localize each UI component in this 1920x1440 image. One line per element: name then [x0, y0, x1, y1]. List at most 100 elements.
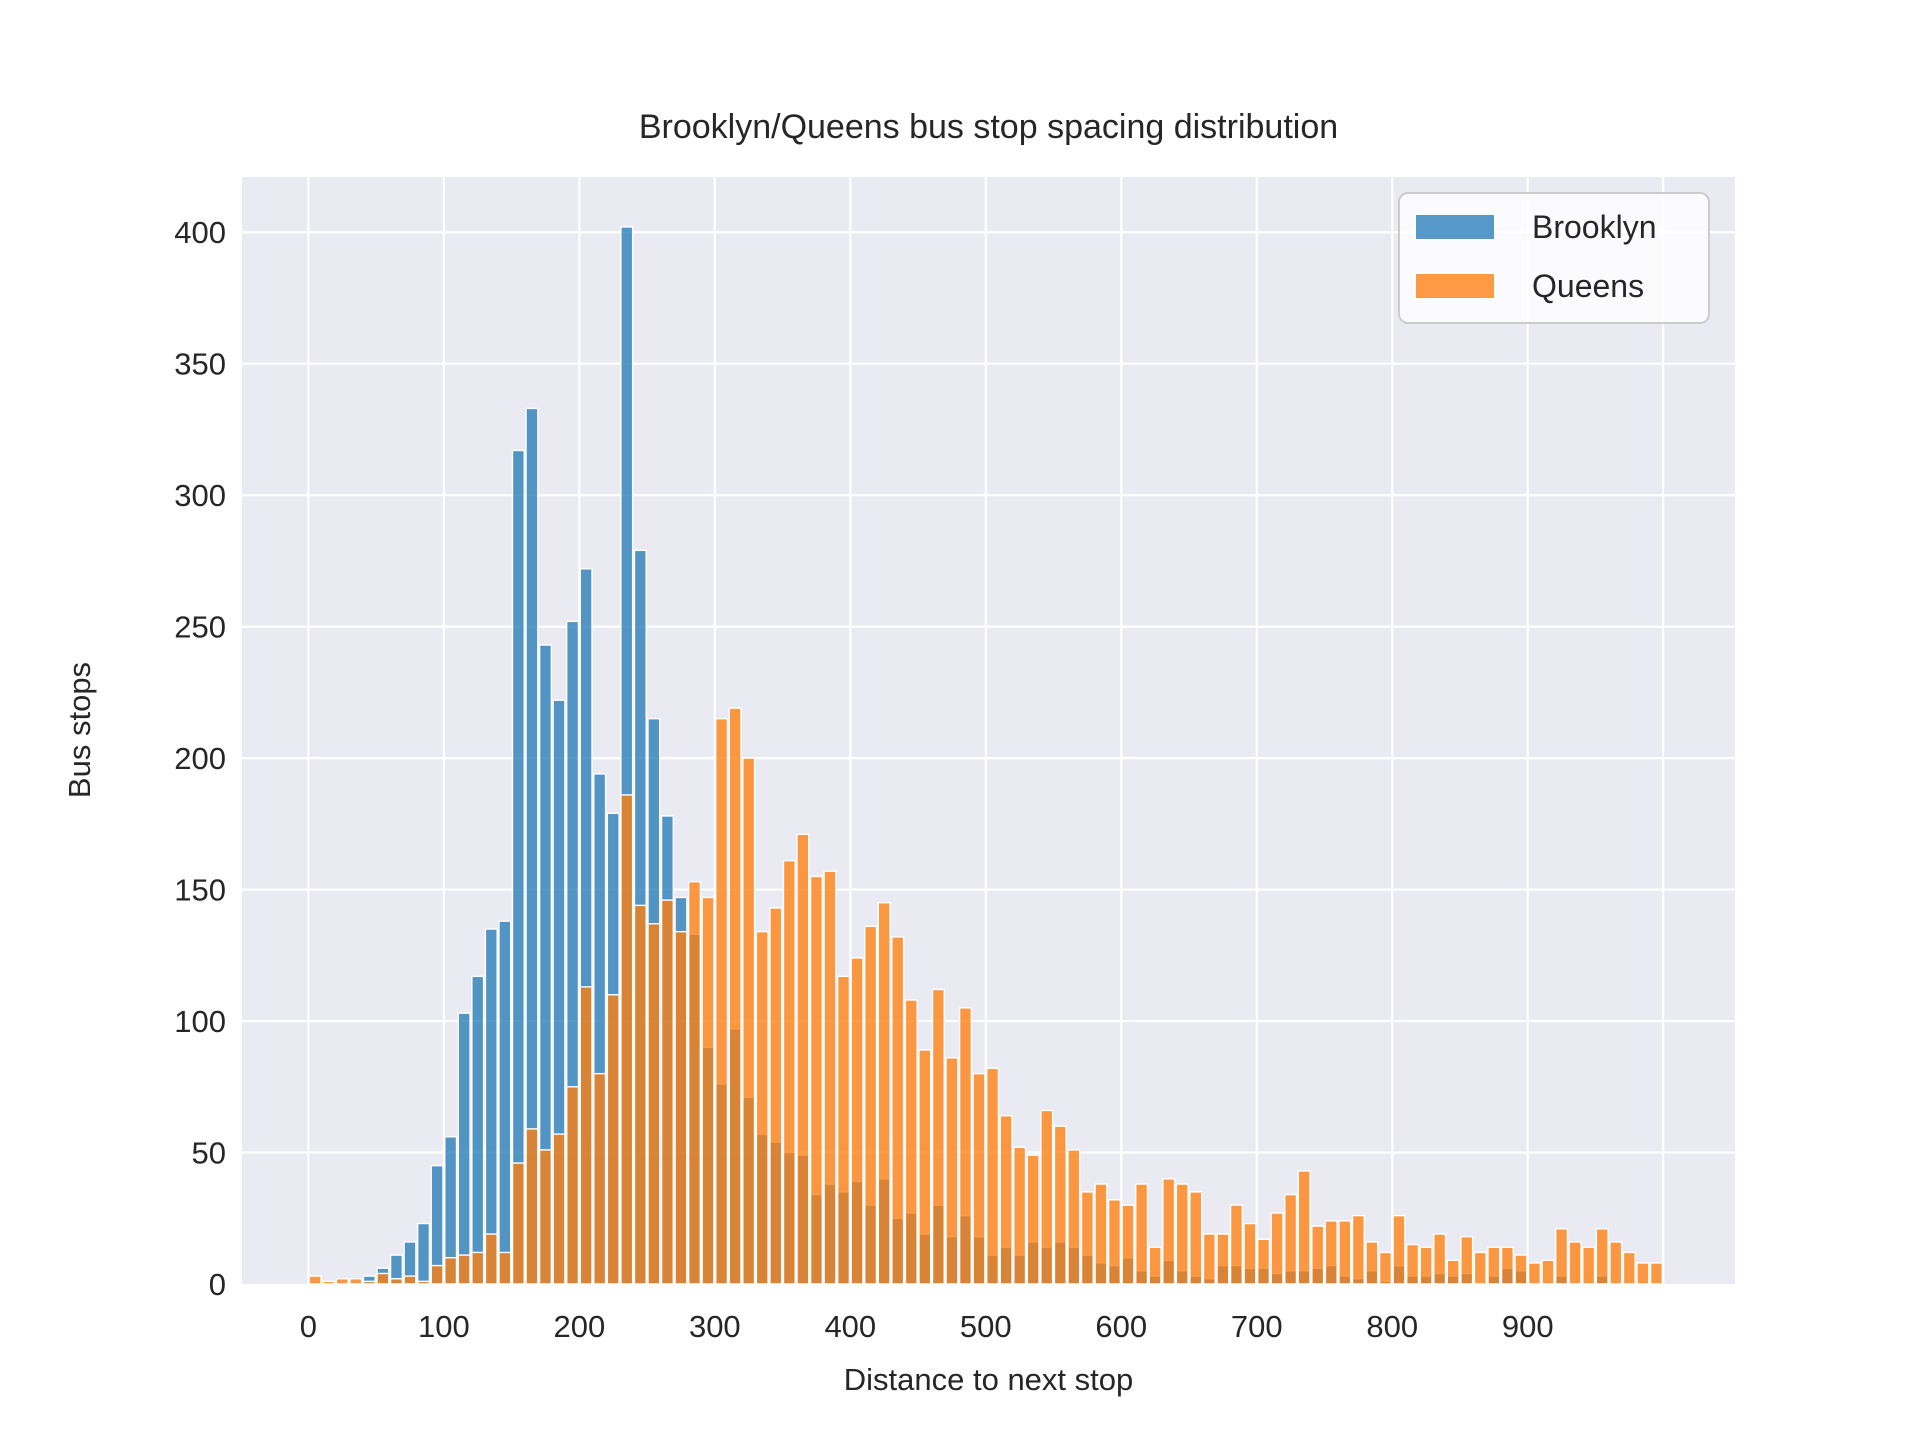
bar-queens [877, 902, 891, 1285]
brooklyn-swatch-icon [1414, 213, 1496, 241]
bar-queens [1311, 1225, 1325, 1285]
bar-queens [1595, 1228, 1609, 1285]
bar-queens [362, 1280, 376, 1285]
bar-queens [1067, 1149, 1081, 1285]
bar-queens [985, 1067, 1000, 1285]
bar-queens [1392, 1214, 1406, 1285]
bar-queens [471, 1251, 485, 1285]
bar-queens [1568, 1241, 1582, 1285]
legend: Brooklyn Queens [1398, 192, 1710, 324]
y-tick-label: 350 [174, 347, 226, 382]
bar-queens [918, 1049, 932, 1285]
bar-queens [620, 794, 634, 1285]
bar-queens [660, 899, 674, 1285]
bar-queens [498, 1251, 512, 1285]
y-tick-label: 200 [174, 741, 226, 776]
bar-queens [674, 930, 688, 1285]
bar-queens [1189, 1191, 1203, 1285]
bar-brooklyn [498, 920, 512, 1285]
bar-queens [1351, 1214, 1365, 1285]
x-tick-label: 700 [1231, 1309, 1283, 1344]
x-tick-label: 900 [1502, 1309, 1554, 1344]
bar-queens [999, 1115, 1013, 1285]
bar-queens [891, 936, 905, 1285]
bar-queens [1324, 1220, 1338, 1285]
bar-queens [1013, 1146, 1027, 1285]
bar-queens [538, 1149, 553, 1285]
x-tick-label: 200 [553, 1309, 605, 1344]
bar-queens [687, 880, 702, 1285]
bar-queens [823, 870, 837, 1285]
bar-queens [728, 707, 742, 1285]
bar-queens [552, 1133, 566, 1285]
bar-brooklyn [471, 975, 485, 1285]
bar-brooklyn [484, 928, 498, 1285]
bar-queens [444, 1257, 458, 1285]
bar-queens [1514, 1254, 1528, 1285]
bar-queens [796, 833, 810, 1285]
bar-queens [1622, 1251, 1636, 1285]
bar-queens [322, 1280, 336, 1285]
bar-queens [308, 1275, 322, 1285]
y-tick-label: 250 [174, 610, 226, 645]
bar-queens [1202, 1233, 1216, 1285]
bar-queens [1107, 1199, 1122, 1285]
bar-queens [958, 1007, 973, 1285]
bar-queens [1040, 1109, 1054, 1285]
bar-queens [1338, 1220, 1352, 1285]
bar-queens [1216, 1233, 1230, 1285]
bar-queens [1473, 1251, 1487, 1285]
bar-queens [1080, 1191, 1094, 1285]
bar-queens [1405, 1243, 1420, 1285]
bar-queens [403, 1275, 417, 1285]
bar-queens [755, 930, 769, 1285]
bar-queens [484, 1233, 498, 1285]
bar-queens [1460, 1235, 1474, 1285]
bar-queens [606, 994, 620, 1285]
y-axis-title-text: Bus stops [62, 661, 97, 799]
bar-queens [1094, 1183, 1108, 1285]
bar-queens [1378, 1251, 1393, 1285]
bar-queens [1527, 1262, 1542, 1285]
x-tick-label: 0 [300, 1309, 317, 1344]
legend-label-queens: Queens [1532, 268, 1645, 304]
chart-title: Brooklyn/Queens bus stop spacing distrib… [638, 108, 1339, 146]
bar-queens [1297, 1170, 1311, 1285]
bar-queens [1487, 1246, 1501, 1285]
bar-queens [1026, 1154, 1040, 1285]
bar-queens [1433, 1233, 1447, 1285]
x-tick-label: 400 [824, 1309, 876, 1344]
bar-queens [1053, 1125, 1067, 1285]
bar-queens [430, 1264, 444, 1285]
legend-entry-brooklyn: Brooklyn [1414, 209, 1657, 245]
y-tick-label: 150 [174, 873, 226, 908]
bar-brooklyn [457, 1012, 471, 1285]
bar-queens [1135, 1183, 1149, 1285]
bar-queens [416, 1280, 431, 1285]
x-tick-label: 600 [1095, 1309, 1147, 1344]
bar-queens [972, 1072, 986, 1285]
bar-queens [376, 1272, 390, 1285]
bar-queens [1229, 1204, 1244, 1285]
bar-queens [769, 907, 783, 1285]
legend-label-brooklyn: Brooklyn [1532, 209, 1657, 245]
bar-queens [335, 1278, 349, 1285]
bar-queens [525, 1128, 539, 1285]
bar-queens [742, 757, 756, 1285]
bar-queens [579, 986, 593, 1285]
bar-queens [349, 1278, 363, 1285]
y-tick-label: 50 [192, 1136, 226, 1171]
x-tick-label: 800 [1366, 1309, 1418, 1344]
bar-queens [836, 975, 851, 1285]
bar-queens [1555, 1228, 1569, 1285]
bar-queens [1636, 1262, 1650, 1285]
bar-queens [389, 1278, 404, 1285]
y-tick-label: 400 [174, 215, 226, 250]
bar-queens [647, 923, 661, 1285]
queens-swatch-icon [1414, 272, 1496, 300]
bar-queens [1446, 1259, 1460, 1285]
bar-queens [566, 1086, 580, 1285]
x-tick-label: 100 [418, 1309, 470, 1344]
